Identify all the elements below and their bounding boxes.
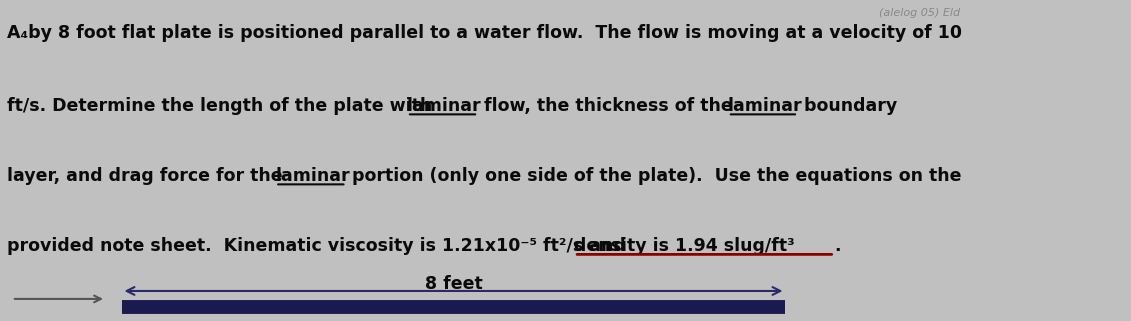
Text: layer, and drag force for the: layer, and drag force for the bbox=[7, 167, 288, 185]
Text: provided note sheet.  Kinematic viscosity is 1.21x10⁻⁵ ft²/s and: provided note sheet. Kinematic viscosity… bbox=[7, 237, 631, 255]
Text: 8 feet: 8 feet bbox=[424, 275, 483, 293]
Text: flow, the thickness of the: flow, the thickness of the bbox=[478, 97, 739, 115]
Text: portion (only one side of the plate).  Use the equations on the: portion (only one side of the plate). Us… bbox=[346, 167, 961, 185]
Text: laminar: laminar bbox=[728, 97, 803, 115]
Text: (alelog 05) Eld: (alelog 05) Eld bbox=[880, 8, 960, 18]
Text: laminar: laminar bbox=[407, 97, 482, 115]
Text: ft/s. Determine the length of the plate with: ft/s. Determine the length of the plate … bbox=[7, 97, 438, 115]
Text: boundary: boundary bbox=[798, 97, 897, 115]
Text: density is 1.94 slug/ft³: density is 1.94 slug/ft³ bbox=[575, 237, 795, 255]
Text: A₄by 8 foot flat plate is positioned parallel to a water flow.  The flow is movi: A₄by 8 foot flat plate is positioned par… bbox=[7, 24, 961, 42]
Text: laminar: laminar bbox=[275, 167, 349, 185]
Text: .: . bbox=[835, 237, 841, 255]
